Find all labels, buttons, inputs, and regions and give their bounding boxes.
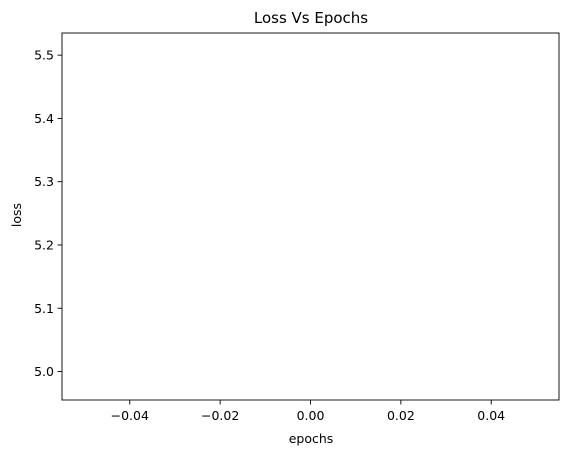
x-tick-label: 0.00 bbox=[297, 408, 325, 423]
y-tick-label: 5.3 bbox=[34, 174, 54, 189]
chart-title: Loss Vs Epochs bbox=[254, 9, 368, 27]
x-tick-label: 0.02 bbox=[387, 408, 415, 423]
y-tick-label: 5.0 bbox=[34, 364, 54, 379]
y-tick-label: 5.2 bbox=[34, 237, 54, 252]
plot-background bbox=[62, 33, 559, 400]
x-axis-label: epochs bbox=[289, 431, 334, 446]
y-tick-label: 5.5 bbox=[34, 48, 54, 63]
x-axis: −0.04 −0.02 0.00 0.02 0.04 bbox=[111, 400, 505, 423]
y-axis-label: loss bbox=[9, 203, 24, 227]
y-axis: 5.0 5.1 5.2 5.3 5.4 5.5 bbox=[34, 48, 62, 379]
x-tick-label: 0.04 bbox=[477, 408, 505, 423]
plot-area bbox=[61, 32, 560, 401]
y-tick-label: 5.1 bbox=[34, 301, 54, 316]
y-tick-label: 5.4 bbox=[34, 111, 54, 126]
x-tick-label: −0.04 bbox=[111, 408, 149, 423]
x-tick-label: −0.02 bbox=[201, 408, 239, 423]
